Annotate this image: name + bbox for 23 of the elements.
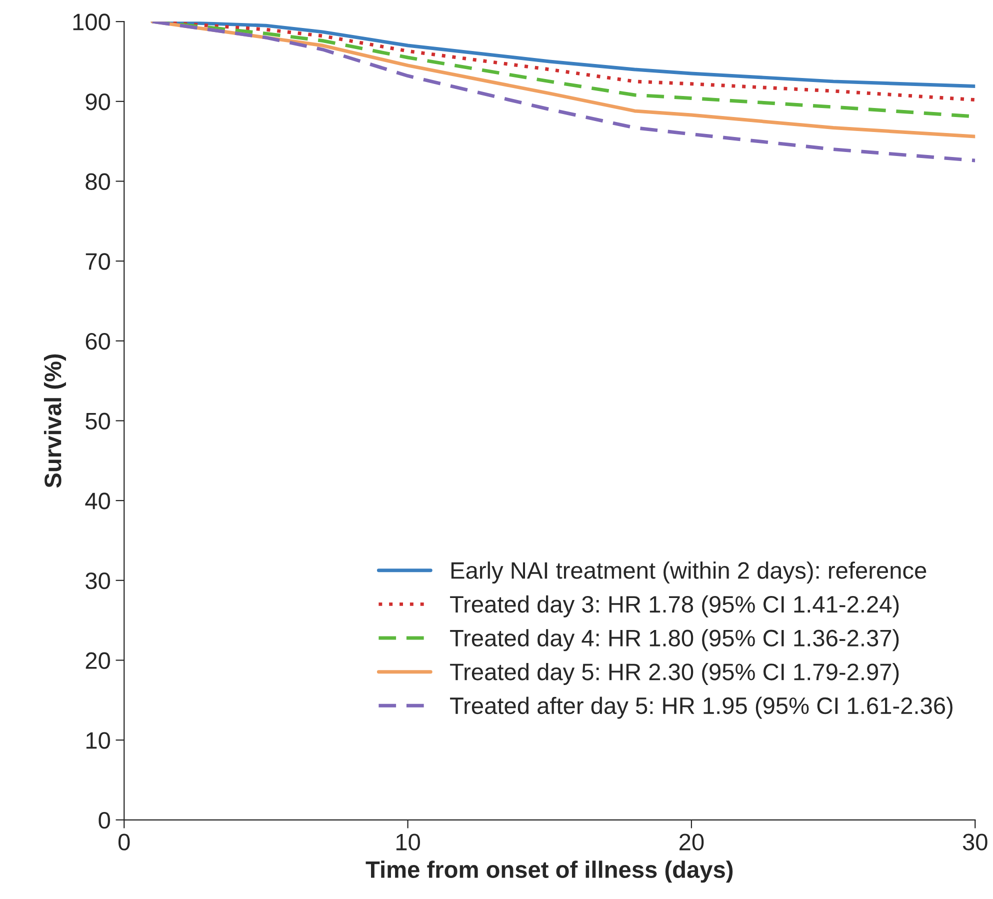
y-tick-label: 30 [86,572,110,590]
legend-label: Early NAI treatment (within 2 days): reference [451,562,926,584]
y-tick-label: 50 [86,412,110,430]
y-tick-label: 80 [86,173,110,190]
legend-label: Treated day 5: HR 2.30 (95% CI 1.79-2.97) [450,662,899,685]
legend-label: Treated day 3: HR 1.78 (95% CI 1.41-2.24) [450,595,899,618]
y-tick-label: 0 [98,812,110,829]
y-tick-label: 40 [85,492,110,510]
line-series [150,22,976,162]
x-axis-title: Time from onset of illness (days) [366,860,733,883]
y-tick-label: 10 [86,732,110,749]
legend-label: Treated after day 5: HR 1.95 (95% CI 1.61-2.36) [450,696,952,719]
y-tick-label: 20 [86,652,110,670]
legend-label: Treated day 4: HR 1.80 (95% CI 1.36-2.37) [450,629,899,652]
y-tick-label: 100 [73,14,110,30]
y-tick-label: 60 [86,332,110,350]
x-tick-label: 30 [962,834,988,850]
x-tick-label: 10 [396,834,420,850]
y-axis-title: Survival (%) [44,354,66,488]
x-tick-label: 20 [680,834,704,850]
y-tick-label: 90 [86,93,110,110]
y-tick-label: 70 [86,253,110,270]
x-tick-label: 0 [118,834,130,850]
